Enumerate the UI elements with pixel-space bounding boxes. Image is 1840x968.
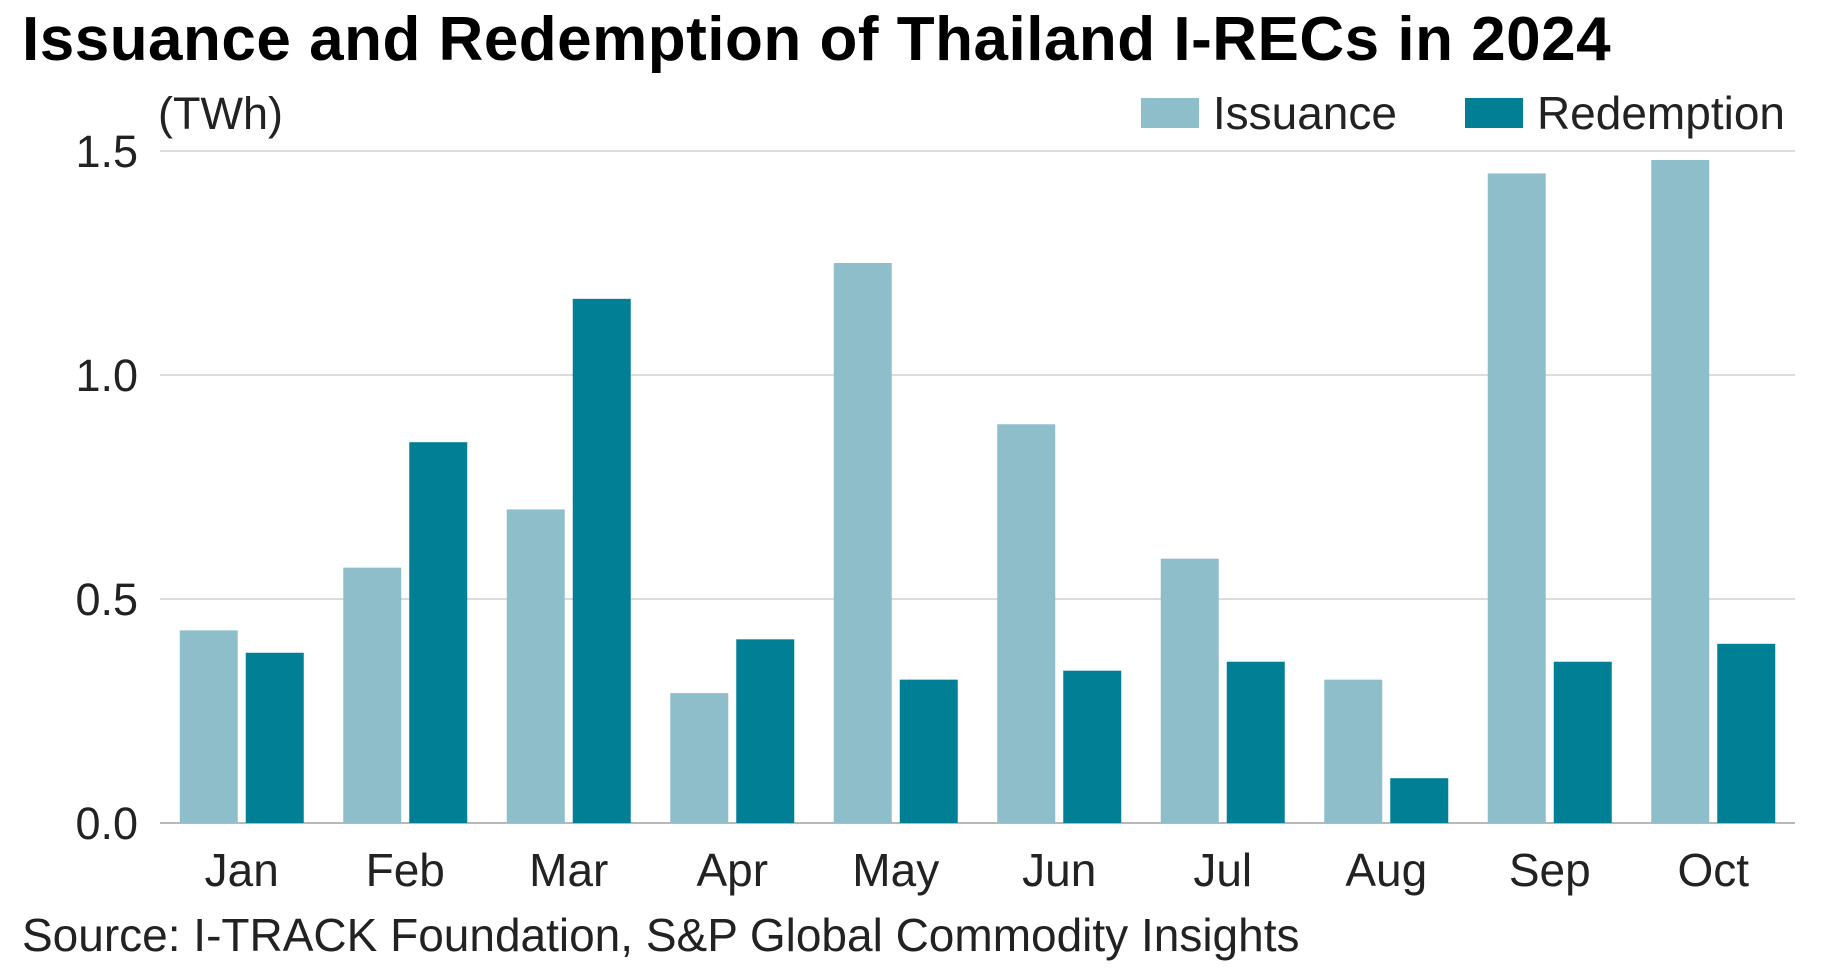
chart-title: Issuance and Redemption of Thailand I-RE… [22, 5, 1612, 74]
bar-issuance-oct [1651, 159, 1710, 823]
bar-issuance-may [833, 263, 892, 823]
x-tick-label: May [852, 844, 939, 896]
x-tick-label: Sep [1509, 844, 1591, 896]
bar-issuance-feb [343, 567, 402, 823]
bar-issuance-jan [179, 630, 238, 823]
y-tick-label: 0.5 [75, 574, 138, 625]
legend-swatch-redemption [1464, 98, 1523, 128]
bar-redemption-apr [736, 639, 795, 823]
bar-redemption-jun [1063, 670, 1122, 823]
x-tick-label: Apr [696, 844, 768, 896]
bar-redemption-may [899, 679, 958, 823]
x-tick-label: Feb [366, 844, 445, 896]
legend-label-redemption: Redemption [1536, 87, 1785, 139]
x-tick-label: Oct [1677, 844, 1749, 896]
source-note: Source: I-TRACK Foundation, S&P Global C… [22, 909, 1300, 961]
y-axis-unit-label: (TWh) [158, 88, 283, 139]
bar-issuance-aug [1324, 679, 1383, 823]
legend-label-issuance: Issuance [1212, 87, 1397, 139]
legend-swatch-issuance [1140, 98, 1199, 128]
bar-issuance-apr [670, 693, 729, 823]
legend: Issuance Redemption [1073, 86, 1785, 140]
bar-redemption-jul [1226, 661, 1285, 823]
bar-redemption-sep [1553, 661, 1612, 823]
x-tick-label: Jan [205, 844, 279, 896]
y-tick-label: 1.0 [75, 350, 138, 401]
bar-redemption-mar [572, 298, 631, 824]
bar-issuance-jul [1160, 558, 1219, 823]
bar-issuance-sep [1487, 173, 1546, 823]
x-tick-label: Aug [1345, 844, 1427, 896]
y-tick-label: 0.0 [75, 798, 138, 849]
x-tick-label: Jul [1193, 844, 1252, 896]
bar-redemption-aug [1390, 778, 1449, 823]
legend-item-issuance: Issuance [1140, 86, 1397, 140]
y-tick-label: 1.5 [75, 126, 138, 177]
bar-redemption-oct [1717, 643, 1776, 823]
bar-issuance-mar [506, 509, 565, 823]
bar-issuance-jun [997, 424, 1056, 823]
bar-redemption-feb [409, 442, 468, 823]
legend-item-redemption: Redemption [1464, 86, 1785, 140]
x-tick-label: Jun [1022, 844, 1096, 896]
bar-redemption-jan [245, 652, 304, 823]
x-tick-label: Mar [529, 844, 608, 896]
